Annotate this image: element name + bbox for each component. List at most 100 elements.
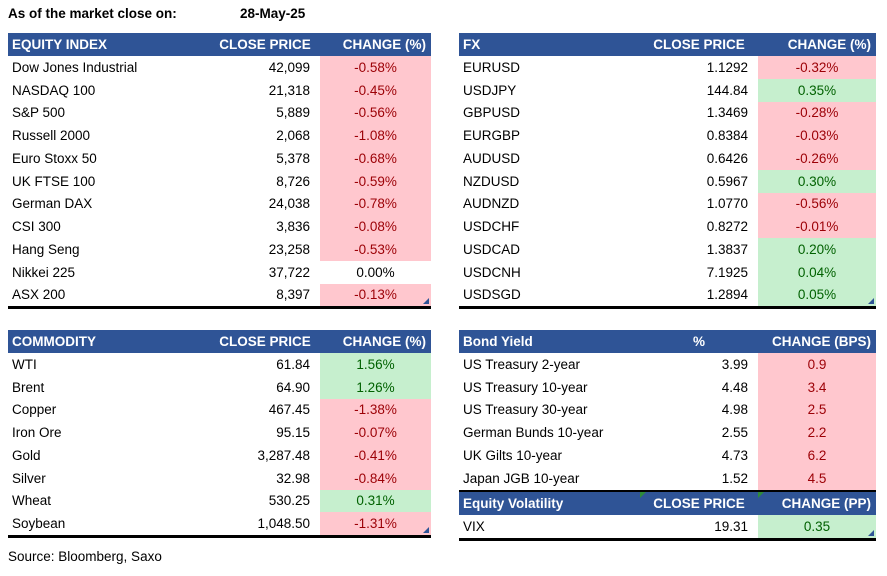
- table-row: USDCAD 1.3837 0.20%: [459, 238, 876, 261]
- column-header-close-price: CLOSE PRICE: [219, 37, 311, 52]
- instrument-name: Russell 2000: [12, 128, 91, 144]
- close-price: 0.5967: [706, 173, 748, 189]
- change-value: -0.78%: [320, 192, 431, 216]
- instrument-name: EURGBP: [463, 128, 521, 144]
- change-value: 4.5: [758, 466, 876, 490]
- close-price: 95.15: [276, 425, 310, 441]
- change-value: 0.35%: [758, 78, 876, 102]
- title-bar: As of the market close on: 28-May-25: [0, 6, 887, 26]
- table-row: Japan JGB 10-year 1.52 4.5: [459, 466, 876, 490]
- change-value: -1.08%: [320, 124, 431, 147]
- column-header-change: CHANGE (%): [342, 37, 426, 52]
- close-price: 23,258: [268, 241, 310, 257]
- table-row: ASX 200 8,397 -0.13%: [8, 283, 431, 307]
- table-row: VIX 19.31 0.35: [459, 515, 876, 538]
- cell-flag-icon: [640, 492, 646, 498]
- close-price: 42,099: [268, 59, 310, 75]
- table-row: German DAX 24,038 -0.78%: [8, 192, 431, 216]
- instrument-name: German DAX: [12, 196, 93, 212]
- table-row: Iron Ore 95.15 -0.07%: [8, 421, 431, 444]
- instrument-name: USDJPY: [463, 82, 517, 98]
- table-row: USDCNH 7.1925 0.04%: [459, 260, 876, 284]
- close-price: 2.55: [721, 425, 748, 441]
- table-row: Euro Stoxx 50 5,378 -0.68%: [8, 147, 431, 170]
- close-price: 21,318: [268, 82, 310, 98]
- change-value: -0.32%: [758, 56, 876, 79]
- close-price: 1.0770: [706, 196, 748, 212]
- change-value: -0.26%: [758, 147, 876, 170]
- close-price: 1.3469: [706, 105, 748, 121]
- instrument-name: EURUSD: [463, 59, 521, 75]
- instrument-name: S&P 500: [12, 105, 66, 121]
- change-value: -0.59%: [320, 169, 431, 193]
- column-header-change-bps: CHANGE (BPS): [771, 334, 871, 349]
- table-row: WTI 61.84 1.56%: [8, 353, 431, 376]
- table-row: Gold 3,287.48 -0.41%: [8, 444, 431, 467]
- table-row: EURGBP 0.8384 -0.03%: [459, 124, 876, 147]
- close-price: 3,287.48: [257, 447, 310, 463]
- column-header-close-price: CLOSE PRICE: [219, 334, 311, 349]
- instrument-name: CSI 300: [12, 219, 61, 235]
- change-value: 1.26%: [320, 375, 431, 399]
- fx-table-body: EURUSD 1.1292 -0.32% USDJPY 144.84 0.35% GBPUS…: [459, 56, 876, 307]
- change-value: 0.05%: [758, 283, 876, 307]
- column-header-change: CHANGE (%): [342, 334, 426, 349]
- instrument-name: USDCAD: [463, 241, 521, 257]
- as-of-date: 28-May-25: [240, 6, 306, 21]
- column-header-change: CHANGE (%): [787, 37, 871, 52]
- change-value: -1.38%: [320, 398, 431, 422]
- table-row: Brent 64.90 1.26%: [8, 375, 431, 399]
- change-value: -0.07%: [320, 421, 431, 444]
- table-row: UK FTSE 100 8,726 -0.59%: [8, 169, 431, 193]
- change-value: -0.01%: [758, 215, 876, 238]
- close-price: 8,397: [276, 287, 310, 303]
- equity-index-table-header: EQUITY INDEX CLOSE PRICE CHANGE (%): [8, 33, 431, 56]
- fill-handle-marker: [423, 527, 429, 533]
- close-price: 32.98: [276, 470, 310, 486]
- close-price: 4.48: [721, 379, 748, 395]
- close-price: 530.25: [268, 493, 310, 509]
- close-price: 64.90: [276, 379, 310, 395]
- table-row: AUDNZD 1.0770 -0.56%: [459, 192, 876, 216]
- close-price: 3.99: [721, 356, 748, 372]
- table-title: FX: [463, 37, 481, 52]
- instrument-name: USDCNH: [463, 264, 521, 280]
- change-value: -0.45%: [320, 78, 431, 102]
- change-value: -0.13%: [320, 283, 431, 307]
- change-value: -1.31%: [320, 512, 431, 535]
- instrument-name: Brent: [12, 379, 45, 395]
- change-value: -0.41%: [320, 444, 431, 467]
- table-row: Silver 32.98 -0.84%: [8, 466, 431, 490]
- table-row: German Bunds 10-year 2.55 2.2: [459, 421, 876, 444]
- fill-handle-marker: [868, 298, 874, 305]
- close-price: 467.45: [268, 402, 310, 418]
- change-value: 2.5: [758, 398, 876, 422]
- table-title: EQUITY INDEX: [12, 37, 108, 52]
- instrument-name: USDCHF: [463, 219, 520, 235]
- commodity-table-body: WTI 61.84 1.56% Brent 64.90 1.26% Copper 467.45…: [8, 353, 431, 535]
- instrument-name: Gold: [12, 447, 41, 463]
- change-value: 6.2: [758, 444, 876, 467]
- change-value: -0.56%: [320, 101, 431, 125]
- change-value: -0.53%: [320, 238, 431, 261]
- table-row: US Treasury 30-year 4.98 2.5: [459, 398, 876, 422]
- instrument-name: WTI: [12, 356, 37, 372]
- change-value: -0.08%: [320, 215, 431, 238]
- instrument-name: UK Gilts 10-year: [463, 447, 563, 463]
- instrument-name: Euro Stoxx 50: [12, 150, 97, 166]
- close-price: 0.6426: [706, 150, 748, 166]
- table-row: Russell 2000 2,068 -1.08%: [8, 124, 431, 147]
- fill-handle-marker: [868, 529, 874, 536]
- instrument-name: Copper: [12, 402, 57, 418]
- change-value: 0.35: [758, 515, 876, 538]
- instrument-name: US Treasury 10-year: [463, 379, 588, 395]
- table-row: Nikkei 225 37,722 0.00%: [8, 260, 431, 284]
- column-header-close-price: CLOSE PRICE: [640, 492, 758, 515]
- cell-flag-icon: [758, 492, 764, 498]
- table-row: CSI 300 3,836 -0.08%: [8, 215, 431, 238]
- close-price: 1.2894: [706, 287, 748, 303]
- change-value: 1.56%: [320, 353, 431, 376]
- table-row: USDJPY 144.84 0.35%: [459, 78, 876, 102]
- table-row: US Treasury 2-year 3.99 0.9: [459, 353, 876, 376]
- instrument-name: Dow Jones Industrial: [12, 59, 138, 75]
